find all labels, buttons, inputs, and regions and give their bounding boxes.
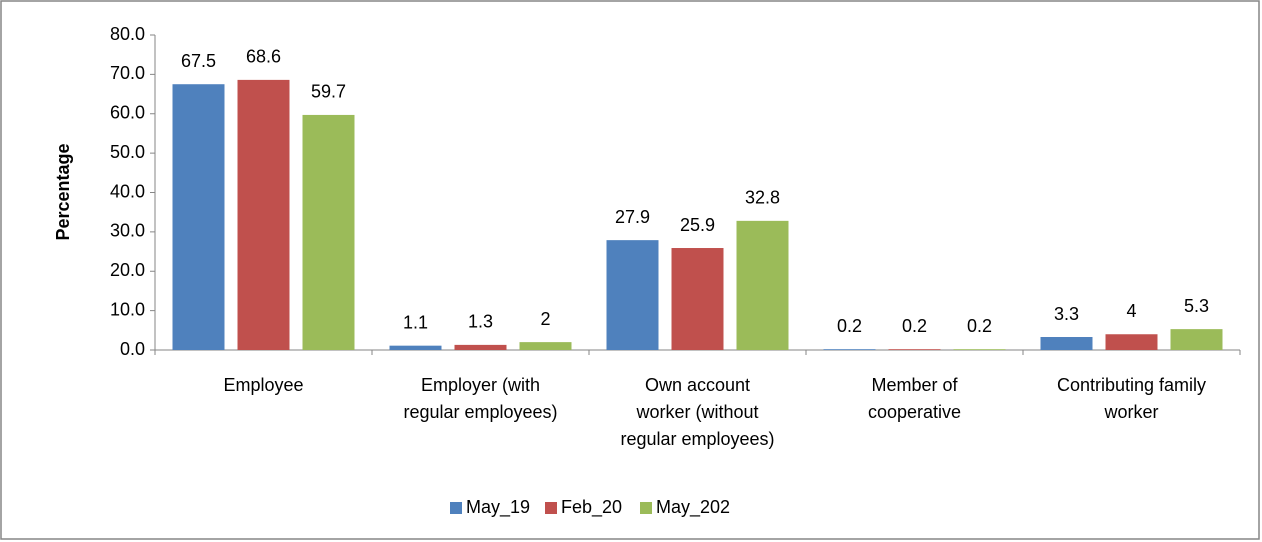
bar [454, 344, 507, 350]
x-tick-label: Employer (with regular employees) [403, 375, 557, 422]
bar [671, 248, 724, 350]
legend-label: May_202 [656, 497, 730, 518]
bar [1105, 334, 1158, 350]
y-tick-label: 10.0 [110, 299, 145, 319]
data-label: 3.3 [1054, 304, 1079, 324]
y-tick-label: 20.0 [110, 260, 145, 280]
bar [519, 342, 572, 350]
bar [389, 345, 442, 350]
legend-swatch [545, 502, 557, 514]
bar [1040, 337, 1093, 350]
bar [823, 349, 876, 350]
data-label: 32.8 [745, 188, 780, 208]
y-tick-label: 50.0 [110, 142, 145, 162]
y-axis-title: Percentage [53, 143, 73, 240]
y-tick-label: 40.0 [110, 181, 145, 201]
y-tick-label: 60.0 [110, 103, 145, 123]
data-label: 25.9 [680, 215, 715, 235]
data-label: 0.2 [837, 316, 862, 336]
legend-swatch [450, 502, 462, 514]
y-tick-label: 70.0 [110, 63, 145, 83]
bar [172, 84, 225, 350]
bar [606, 240, 659, 350]
y-tick-label: 30.0 [110, 221, 145, 241]
legend-label: Feb_20 [561, 497, 622, 518]
data-label: 1.1 [403, 312, 428, 332]
y-tick-label: 80.0 [110, 24, 145, 44]
y-tick-label: 0.0 [120, 339, 145, 359]
bar [237, 79, 290, 350]
data-label: 4 [1126, 301, 1136, 321]
data-label: 1.3 [468, 312, 493, 332]
x-tick-label: Own account worker (without regular employ… [620, 375, 774, 449]
data-label: 68.6 [246, 47, 281, 67]
data-label: 67.5 [181, 51, 216, 71]
data-label: 2 [540, 309, 550, 329]
data-label: 27.9 [615, 207, 650, 227]
data-label: 5.3 [1184, 296, 1209, 316]
bar [953, 349, 1006, 350]
bar [736, 220, 789, 350]
x-tick-label: Member of cooperative [868, 375, 961, 422]
data-label: 0.2 [902, 316, 927, 336]
legend-swatch [640, 502, 652, 514]
data-label: 59.7 [311, 82, 346, 102]
bar [302, 114, 355, 351]
data-label: 0.2 [967, 316, 992, 336]
legend-label: May_19 [466, 497, 530, 518]
x-tick-label: Contributing family worker [1057, 375, 1206, 422]
x-tick-label: Employee [223, 375, 303, 395]
bar [888, 349, 941, 350]
bar [1170, 329, 1223, 350]
